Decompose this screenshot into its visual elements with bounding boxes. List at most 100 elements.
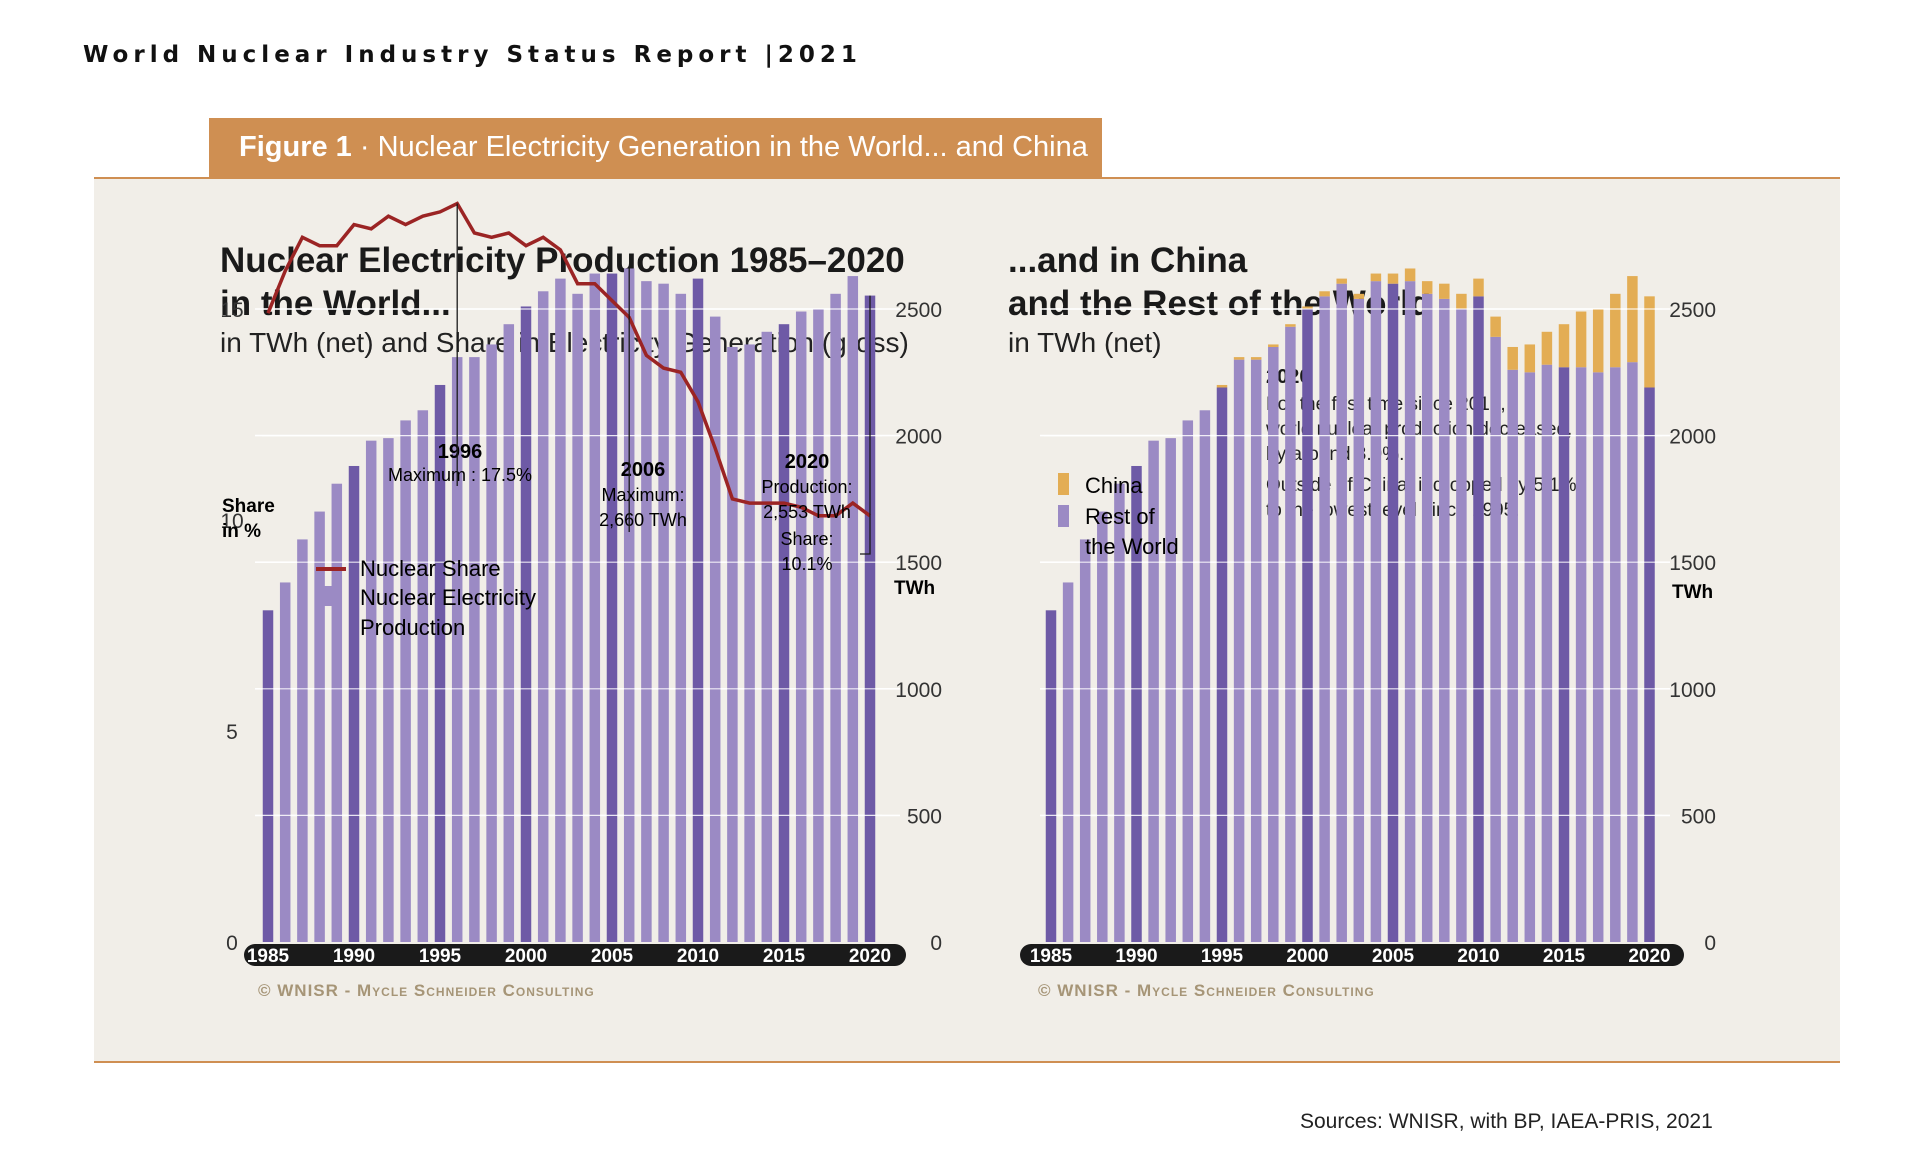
x-tick-label: 2005 bbox=[591, 946, 634, 967]
production-bar bbox=[847, 276, 859, 943]
rest-of-world-bar bbox=[1302, 309, 1313, 942]
production-bar bbox=[451, 357, 463, 942]
production-bar bbox=[314, 511, 325, 942]
left-title-line-2: in the World... bbox=[220, 284, 451, 323]
rest-of-world-bar bbox=[1439, 298, 1450, 942]
rest-of-world-bar bbox=[1079, 539, 1091, 942]
production-bar bbox=[606, 273, 618, 942]
rest-of-world-bar bbox=[1250, 359, 1262, 942]
legend-china-label: China bbox=[1085, 473, 1143, 498]
china-bar bbox=[1575, 311, 1587, 368]
production-bar bbox=[262, 610, 274, 942]
x-tick-label: 2015 bbox=[1543, 946, 1586, 967]
right-twh-axis-label: TWh bbox=[1672, 582, 1713, 603]
china-bar bbox=[1644, 296, 1655, 388]
production-bar bbox=[795, 311, 807, 943]
x-tick-label: 2020 bbox=[849, 946, 891, 967]
rest-of-world-bar bbox=[1421, 293, 1433, 943]
china-bar bbox=[1302, 306, 1313, 309]
china-bar bbox=[1370, 273, 1382, 282]
production-bar bbox=[692, 278, 704, 943]
x-tick-label: 1990 bbox=[1115, 946, 1157, 967]
x-tick-label: 1995 bbox=[419, 946, 462, 967]
twh-tick-label: 0 bbox=[1704, 932, 1716, 955]
china-bar bbox=[1627, 276, 1638, 363]
rest-of-world-bar bbox=[1644, 387, 1655, 942]
rest-of-world-bar bbox=[1045, 610, 1057, 942]
china-bar bbox=[1558, 324, 1570, 368]
share-tick-label: 10 bbox=[220, 510, 243, 533]
annotation-2020-line-4: 10.1% bbox=[781, 554, 832, 574]
report-header: World Nuclear Industry Status Report |20… bbox=[83, 42, 862, 68]
twh-tick-label: 2500 bbox=[895, 299, 942, 322]
x-tick-label: 1985 bbox=[247, 946, 290, 967]
rest-of-world-bar bbox=[1610, 367, 1621, 943]
rest-of-world-bar bbox=[1114, 483, 1125, 942]
annotation-1996-text: Maximum : 17.5% bbox=[388, 465, 532, 485]
rest-of-world-bar bbox=[1165, 438, 1176, 942]
china-bar bbox=[1524, 344, 1536, 373]
china-bar bbox=[1439, 283, 1450, 299]
legend-china-swatch bbox=[1058, 473, 1069, 495]
left-title-line-1: Nuclear Electricity Production 1985–2020 bbox=[220, 241, 905, 280]
rest-of-world-bar bbox=[1404, 281, 1416, 942]
right-x-axis-band bbox=[1020, 944, 1684, 966]
china-bar bbox=[1387, 273, 1399, 284]
rest-of-world-bar bbox=[1182, 420, 1194, 943]
twh-tick-label: 1000 bbox=[895, 679, 942, 702]
rest-of-world-bar bbox=[1131, 465, 1142, 942]
production-bar bbox=[572, 293, 583, 943]
rest-of-world-bar bbox=[1285, 326, 1296, 942]
x-tick-label: 1990 bbox=[333, 946, 375, 967]
production-bar bbox=[589, 273, 601, 942]
legend-rest-label-2: the World bbox=[1085, 534, 1179, 559]
twh-tick-label: 1500 bbox=[1669, 552, 1716, 575]
production-bar bbox=[675, 293, 687, 943]
legend-share-label: Nuclear Share bbox=[360, 556, 501, 581]
production-bar bbox=[486, 344, 497, 942]
left-twh-axis-label: TWh bbox=[894, 578, 935, 599]
rest-of-world-bar bbox=[1062, 582, 1074, 942]
china-bar bbox=[1404, 268, 1416, 282]
rest-of-world-bar bbox=[1387, 283, 1399, 942]
production-bar bbox=[555, 278, 566, 943]
china-bar bbox=[1507, 346, 1518, 370]
rest-of-world-bar bbox=[1592, 372, 1604, 942]
production-bar bbox=[830, 293, 841, 943]
twh-tick-label: 1000 bbox=[1669, 679, 1716, 702]
x-tick-label: 1995 bbox=[1201, 946, 1244, 967]
china-bar bbox=[1268, 344, 1279, 347]
left-x-axis-band bbox=[244, 944, 906, 966]
rest-of-world-bar bbox=[1319, 296, 1330, 943]
annotation-2020-line-3: Share: bbox=[780, 529, 833, 549]
share-tick-label: 0 bbox=[226, 932, 238, 955]
right-bars bbox=[1044, 268, 1662, 943]
left-copyright: © WNISR - Mycle Schneider Consulting bbox=[258, 981, 595, 1000]
x-tick-label: 1985 bbox=[1030, 946, 1073, 967]
rest-of-world-bar bbox=[1473, 296, 1484, 943]
left-x-ticks: 1985 1990 1995 2000 2005 2010 2015 2020 bbox=[247, 946, 891, 967]
china-bar bbox=[1250, 357, 1262, 360]
production-bar bbox=[537, 291, 549, 942]
figure-caption: · Nuclear Electricity Generation in the … bbox=[351, 131, 1088, 163]
rest-of-world-bar bbox=[1353, 298, 1365, 942]
production-bar bbox=[813, 309, 824, 942]
legend-production-label-2: Production bbox=[360, 615, 465, 640]
nuclear-share-line bbox=[266, 201, 872, 518]
production-bar bbox=[503, 324, 515, 942]
china-bar bbox=[1610, 293, 1621, 368]
rest-of-world-bar bbox=[1456, 309, 1467, 942]
right-chart-subtitle: in TWh (net) bbox=[1008, 327, 1162, 358]
production-bar bbox=[297, 539, 308, 942]
production-bar bbox=[744, 344, 755, 942]
rest-of-world-bar bbox=[1575, 367, 1587, 943]
x-tick-label: 2010 bbox=[677, 946, 719, 967]
rest-of-world-bar bbox=[1097, 511, 1108, 942]
annotation-2020-line-2: 2,553 TWh bbox=[763, 502, 851, 522]
rest-of-world-bar bbox=[1370, 281, 1382, 942]
china-bar bbox=[1541, 331, 1553, 365]
rest-of-world-bar bbox=[1490, 336, 1501, 942]
share-axis-label-1: Share bbox=[222, 496, 275, 517]
